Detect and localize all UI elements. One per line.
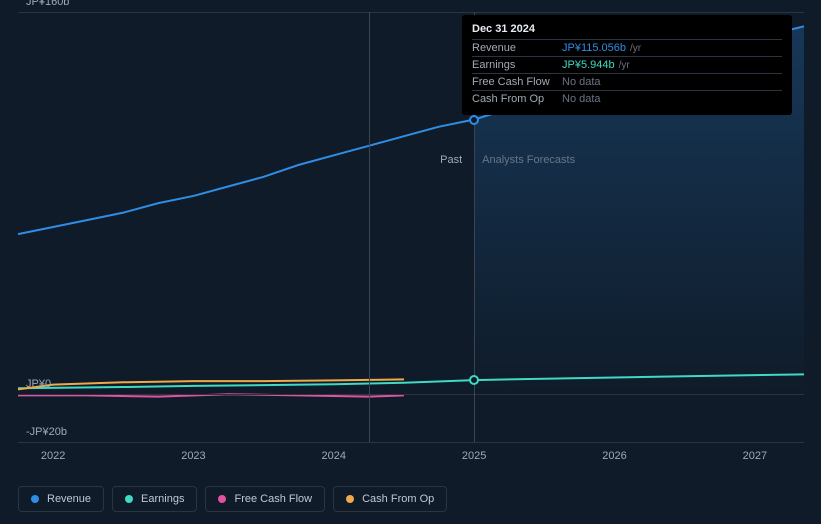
tooltip-row: Free Cash FlowNo data (472, 73, 782, 90)
x-axis-label: 2023 (181, 450, 205, 462)
legend-item-earnings[interactable]: Earnings (112, 486, 197, 512)
forecast-label: Analysts Forecasts (482, 154, 575, 166)
legend-label: Free Cash Flow (234, 493, 312, 505)
legend-dot-icon (125, 495, 133, 503)
x-axis-label: 2026 (602, 450, 626, 462)
tooltip-row: RevenueJP¥115.056b/yr (472, 39, 782, 56)
divider-line (369, 12, 370, 442)
gridline (18, 394, 804, 395)
gridline (18, 442, 804, 443)
chart-legend: Revenue Earnings Free Cash Flow Cash From O… (18, 486, 447, 512)
legend-item-revenue[interactable]: Revenue (18, 486, 104, 512)
gridline (18, 12, 804, 13)
x-axis-label: 2025 (462, 450, 486, 462)
y-axis-label: JP¥0 (26, 378, 51, 390)
legend-dot-icon (346, 495, 354, 503)
tooltip-title: Dec 31 2024 (472, 23, 782, 35)
past-label: Past (440, 154, 462, 166)
tooltip-row-label: Revenue (472, 42, 562, 54)
x-axis-label: 2022 (41, 450, 65, 462)
tooltip-nodata: No data (562, 76, 601, 88)
tooltip-row: EarningsJP¥5.944b/yr (472, 56, 782, 73)
legend-dot-icon (31, 495, 39, 503)
y-axis-label: JP¥160b (26, 0, 69, 8)
marker-revenue (469, 115, 479, 125)
tooltip-row-label: Cash From Op (472, 93, 562, 105)
legend-label: Earnings (141, 493, 184, 505)
tooltip-row-label: Free Cash Flow (472, 76, 562, 88)
legend-item-cfo[interactable]: Cash From Op (333, 486, 447, 512)
y-axis-label: -JP¥20b (26, 426, 67, 438)
data-tooltip: Dec 31 2024 RevenueJP¥115.056b/yrEarning… (462, 15, 792, 115)
legend-item-fcf[interactable]: Free Cash Flow (205, 486, 325, 512)
legend-dot-icon (218, 495, 226, 503)
tooltip-row-label: Earnings (472, 59, 562, 71)
tooltip-row: Cash From OpNo data (472, 90, 782, 107)
marker-earnings (469, 375, 479, 385)
tooltip-value: JP¥5.944b (562, 59, 615, 71)
tooltip-suffix: /yr (619, 60, 630, 71)
tooltip-nodata: No data (562, 93, 601, 105)
tooltip-suffix: /yr (630, 43, 641, 54)
x-axis-label: 2024 (322, 450, 346, 462)
legend-label: Revenue (47, 493, 91, 505)
legend-label: Cash From Op (362, 493, 434, 505)
tooltip-value: JP¥115.056b (562, 42, 626, 54)
x-axis-label: 2027 (743, 450, 767, 462)
